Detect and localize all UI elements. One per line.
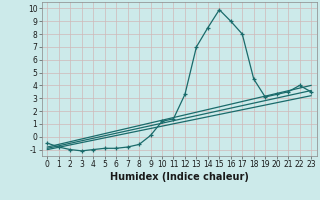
X-axis label: Humidex (Indice chaleur): Humidex (Indice chaleur) [110,172,249,182]
